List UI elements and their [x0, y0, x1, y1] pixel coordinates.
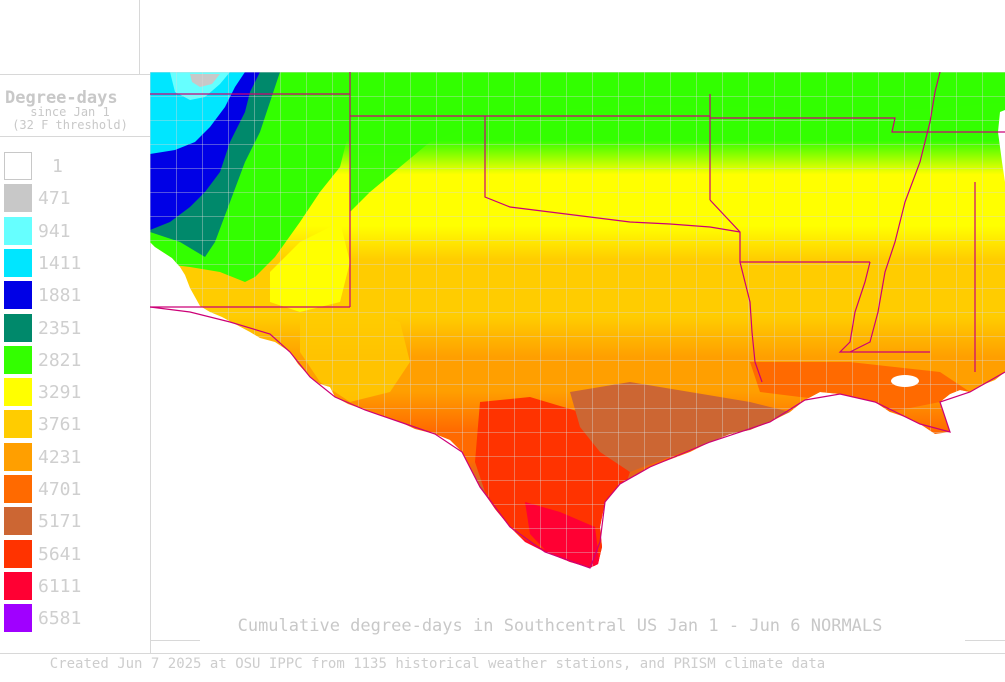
legend-value: 6581 [38, 608, 82, 630]
state-borders [150, 72, 1005, 383]
legend-value: 3291 [38, 382, 82, 404]
border-ok-ar-mo [709, 94, 1005, 133]
credit-line: Created Jun 7 2025 at OSU IPPC from 1135… [49, 656, 826, 672]
border-tx-la [709, 199, 763, 383]
county-lines [150, 72, 1005, 568]
legend-item: 5171 [4, 507, 150, 536]
frame-legend-header-line [0, 136, 150, 137]
frame-caption-left [150, 640, 200, 641]
mississippi-river [849, 72, 941, 353]
legend-swatch [4, 313, 32, 342]
legend-value: 6111 [38, 575, 82, 597]
legend-value: 1411 [38, 252, 82, 274]
legend-swatch [4, 152, 32, 180]
legend-item: 1881 [4, 281, 150, 310]
legend-swatch [4, 604, 32, 633]
frame-caption-right [965, 640, 1005, 641]
legend-value: 4231 [38, 446, 82, 468]
frame-legend-top [0, 74, 150, 75]
legend-swatch [4, 281, 32, 310]
legend-swatch [4, 571, 32, 600]
border-la-ms [838, 261, 930, 353]
legend-value: 3761 [38, 414, 82, 436]
legend-value: 1881 [38, 285, 82, 307]
legend-item: 6581 [4, 604, 150, 633]
legend-subtitle: since Jan 1 [30, 105, 110, 119]
legend-swatch [4, 248, 32, 277]
frame-bottom [0, 653, 1005, 654]
map-caption: Cumulative degree-days in Southcentral U… [237, 616, 883, 636]
legend-swatch [4, 216, 32, 245]
legend-item: 2821 [4, 345, 150, 374]
legend-value: 1 [52, 156, 63, 177]
legend-value: 941 [38, 220, 71, 242]
legend-value: 2351 [38, 317, 82, 339]
legend-threshold: (32 F threshold) [12, 118, 128, 132]
legend-item: 5641 [4, 539, 150, 568]
legend: Degree-days since Jan 1 (32 F threshold)… [0, 74, 150, 654]
legend-swatch [4, 442, 32, 471]
frame-top-divider [139, 0, 140, 74]
legend-item: 6111 [4, 571, 150, 600]
legend-swatch [4, 410, 32, 439]
legend-title: Degree-days [5, 88, 118, 108]
legend-swatch [4, 345, 32, 374]
legend-item: 4231 [4, 442, 150, 471]
legend-swatch [4, 378, 32, 407]
frame-legend-right [150, 74, 151, 654]
legend-item: 3761 [4, 410, 150, 439]
legend-item: 2351 [4, 313, 150, 342]
border-ok-tx [350, 115, 741, 233]
legend-item: 3291 [4, 378, 150, 407]
degree-day-map [150, 72, 1005, 569]
legend-swatch [4, 184, 32, 213]
legend-item: 1411 [4, 248, 150, 277]
legend-value: 5641 [38, 543, 82, 565]
legend-value: 471 [38, 188, 71, 210]
legend-swatch [4, 475, 32, 503]
legend-value: 2821 [38, 349, 82, 371]
legend-item: 1 [4, 152, 150, 180]
legend-item: 4701 [4, 475, 150, 503]
legend-value: 5171 [38, 511, 82, 533]
legend-item: 471 [4, 184, 150, 213]
map-land [150, 72, 1005, 568]
legend-swatch [4, 507, 32, 536]
legend-item: 941 [4, 216, 150, 245]
coast-and-border-outline [150, 306, 1005, 569]
lake-pontchartrain [891, 375, 919, 387]
legend-swatch [4, 539, 32, 568]
legend-value: 4701 [38, 479, 82, 500]
